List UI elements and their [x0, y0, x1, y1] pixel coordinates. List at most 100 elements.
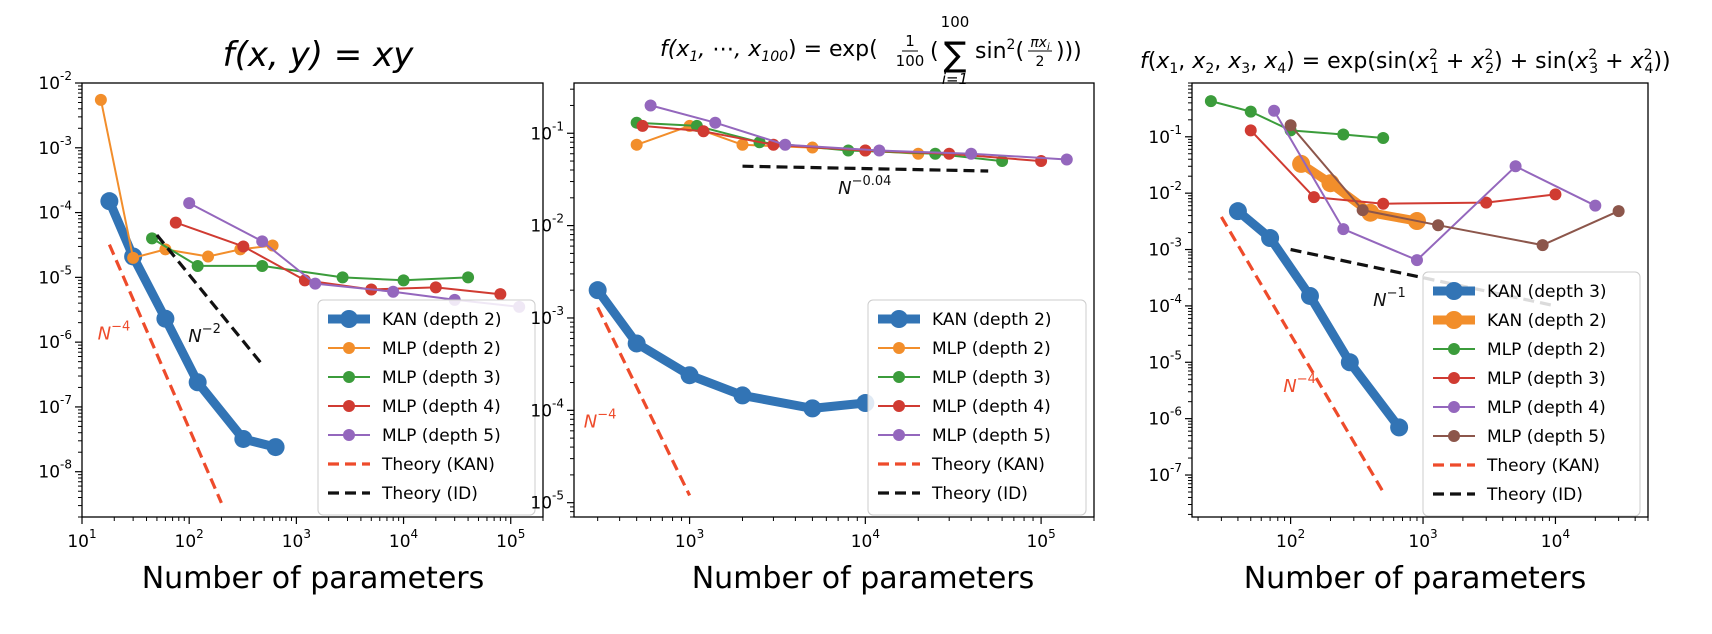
xlabel-panel-2: Number of parameters — [692, 561, 1035, 596]
svg-text:2: 2 — [1036, 54, 1045, 70]
data-point-mlp-depth-2 — [1244, 105, 1257, 118]
data-point-mlp-depth-5 — [309, 277, 322, 290]
legend-label: Theory (KAN) — [1486, 456, 1600, 476]
scaling-annotation: N−4 — [98, 319, 131, 344]
xlabel-panel-1: Number of parameters — [142, 561, 485, 596]
y-tick-label: 10-1 — [530, 119, 564, 144]
data-point-mlp-depth-3 — [256, 259, 269, 272]
data-point-mlp-depth-3 — [1549, 188, 1562, 201]
data-point-mlp-depth-4 — [1509, 160, 1522, 173]
data-point-mlp-depth-3 — [462, 271, 475, 284]
legend-label: MLP (depth 5) — [1487, 427, 1606, 447]
y-tick-label: 10-2 — [1148, 179, 1182, 204]
legend-marker — [1448, 401, 1460, 413]
legend-label: MLP (depth 2) — [382, 339, 501, 359]
legend-label: KAN (depth 2) — [1487, 311, 1607, 331]
svg-text:100: 100 — [896, 52, 925, 70]
series-line-theory-id — [155, 233, 264, 366]
scaling-annotation: N−2 — [188, 322, 221, 347]
series-line-theory-kan — [107, 243, 223, 504]
x-tick-label: 102 — [175, 527, 204, 552]
data-point-mlp-depth-5 — [1284, 119, 1297, 132]
data-point-mlp-depth-5 — [1612, 205, 1625, 218]
scaling-annotation: N−4 — [584, 408, 617, 433]
data-point-kan-depth-2 — [188, 373, 207, 392]
data-point-mlp-depth-2 — [266, 239, 279, 252]
y-tick-label: 10-2 — [38, 69, 72, 94]
legend-marker — [343, 429, 355, 441]
legend-label: MLP (depth 3) — [382, 368, 501, 388]
y-tick-label: 10-6 — [38, 328, 72, 353]
data-point-mlp-depth-5 — [965, 147, 978, 160]
legend-label: Theory (KAN) — [381, 455, 495, 475]
legend-marker — [893, 371, 905, 383]
legend-marker — [340, 310, 358, 328]
series-line-kan-depth-3 — [1235, 207, 1403, 431]
data-point-mlp-depth-5 — [1356, 204, 1369, 217]
series-group — [1204, 95, 1625, 493]
legend-box — [1422, 271, 1641, 517]
legend-label: MLP (depth 4) — [382, 397, 501, 417]
data-point-kan-depth-2 — [588, 281, 607, 300]
chart-panel-100d: 103 104 105 10-5 10-4 10-3 10-2 10-1 N−4 N−0.04 KA… — [530, 82, 1095, 552]
data-point-mlp-depth-4 — [1337, 223, 1350, 236]
x-tick-label: 104 — [1541, 527, 1570, 552]
data-point-kan-depth-3 — [1340, 353, 1359, 372]
data-point-kan-depth-3 — [1390, 418, 1409, 437]
legend-label: KAN (depth 3) — [1487, 282, 1607, 302]
legend-marker — [893, 342, 905, 354]
data-point-mlp-depth-5 — [387, 285, 400, 298]
scaling-annotation: N−4 — [1283, 372, 1316, 397]
minor-ticks — [1188, 82, 1649, 521]
y-tick-label: 10-1 — [1148, 123, 1182, 148]
data-point-kan-depth-2 — [627, 334, 646, 353]
legend-label: MLP (depth 3) — [932, 368, 1051, 388]
data-point-kan-depth-3 — [1300, 286, 1319, 305]
svg-text:(: ( — [930, 39, 939, 64]
legend-marker — [1445, 282, 1463, 300]
y-tick-label: 10-3 — [38, 134, 72, 159]
data-point-kan-depth-2 — [733, 386, 752, 405]
data-point-mlp-depth-4 — [494, 288, 507, 301]
data-point-mlp-depth-4 — [237, 240, 250, 253]
series-line-mlp-depth-4 — [175, 221, 501, 296]
legend-label: MLP (depth 5) — [382, 426, 501, 446]
x-tick-label: 103 — [282, 527, 311, 552]
data-point-mlp-depth-3 — [397, 274, 410, 287]
y-tick-label: 10-4 — [1148, 292, 1182, 317]
y-tick-label: 10-7 — [38, 393, 72, 418]
series-line-mlp-depth-3 — [151, 237, 469, 282]
legend: KAN (depth 2) MLP (depth 2) MLP (depth 3) M… — [317, 299, 536, 516]
svg-text:f(x1, ⋯, x100) = exp(: f(x1, ⋯, x100) = exp( — [660, 37, 878, 65]
data-point-mlp-depth-2 — [630, 138, 643, 151]
plot-frame — [573, 82, 1095, 518]
x-tick-label: 103 — [1408, 527, 1437, 552]
data-point-mlp-depth-2 — [127, 251, 140, 264]
x-tick-label: 102 — [1276, 527, 1305, 552]
chart-panel-4d: 102 103 104 10-7 10-6 10-5 10-4 10-3 10-2 10-1 N−4… — [1148, 82, 1649, 552]
y-tick-label: 10-2 — [530, 212, 564, 237]
title-panel-1: f(x, y) = xy — [223, 35, 415, 75]
data-point-kan-depth-2 — [1321, 174, 1340, 193]
scaling-annotation: N−1 — [1373, 286, 1406, 311]
legend: KAN (depth 3) KAN (depth 2) MLP (depth 2) M… — [1422, 271, 1641, 517]
legend-label: Theory (KAN) — [931, 455, 1045, 475]
x-tick-label: 103 — [675, 527, 704, 552]
legend-label: MLP (depth 3) — [1487, 369, 1606, 389]
y-tick-label: 10-3 — [530, 304, 564, 329]
data-point-mlp-depth-3 — [191, 259, 204, 272]
data-point-kan-depth-2 — [156, 309, 175, 328]
data-point-mlp-depth-3 — [1244, 124, 1257, 137]
legend-label: MLP (depth 2) — [932, 339, 1051, 359]
data-point-mlp-depth-2 — [159, 243, 172, 256]
data-point-mlp-depth-2 — [1204, 95, 1217, 108]
legend-box — [317, 299, 536, 516]
data-point-mlp-depth-4 — [1589, 199, 1602, 212]
data-point-mlp-depth-2 — [1337, 128, 1350, 141]
legend-label: Theory (ID) — [381, 484, 478, 504]
legend-marker — [343, 400, 355, 412]
legend-marker — [343, 342, 355, 354]
plot-frame — [81, 82, 544, 518]
legend-label: Theory (ID) — [1486, 485, 1583, 505]
